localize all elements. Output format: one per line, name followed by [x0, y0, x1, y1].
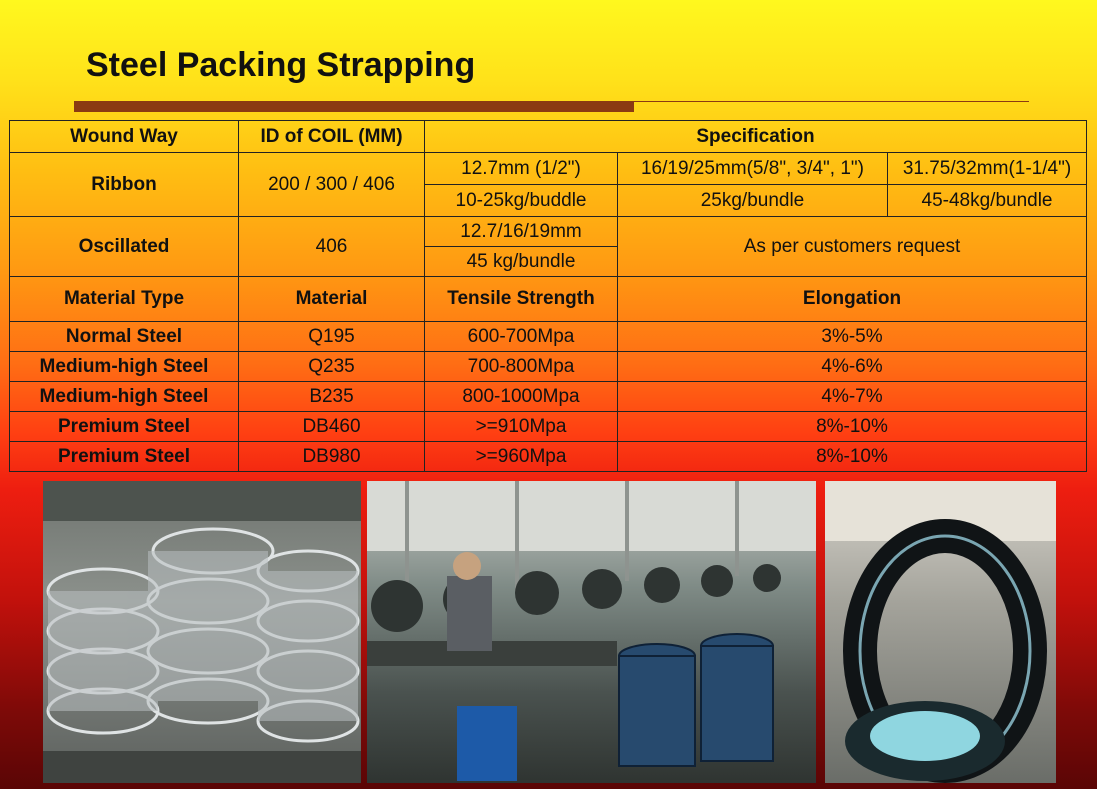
header-material: Material	[238, 276, 425, 322]
header-material-type: Material Type	[9, 276, 239, 322]
header-id-of-coil: ID of COIL (MM)	[238, 120, 425, 153]
material-type-cell: Medium-high Steel	[9, 381, 239, 412]
material-cell: B235	[238, 381, 425, 412]
material-cell: DB980	[238, 441, 425, 472]
material-cell: Q195	[238, 321, 425, 352]
elongation-cell: 4%-6%	[617, 351, 1087, 382]
material-cell: DB460	[238, 411, 425, 442]
header-elongation: Elongation	[617, 276, 1087, 322]
ribbon-size-1: 12.7mm (1/2")	[424, 152, 618, 185]
table-row: Premium Steel DB460 >=910Mpa 8%-10%	[9, 411, 1087, 442]
ribbon-weight-3: 45-48kg/bundle	[887, 184, 1087, 217]
elongation-cell: 4%-7%	[617, 381, 1087, 412]
ribbon-weight-1: 10-25kg/buddle	[424, 184, 618, 217]
elongation-cell: 8%-10%	[617, 441, 1087, 472]
oscillated-id: 406	[238, 216, 425, 277]
header-tensile-strength: Tensile Strength	[424, 276, 618, 322]
ribbon-weight-2: 25kg/bundle	[617, 184, 888, 217]
oscillated-size: 12.7/16/19mm	[424, 216, 618, 247]
ribbon-label: Ribbon	[9, 152, 239, 217]
title-underline-thick	[74, 101, 634, 112]
ribbon-id: 200 / 300 / 406	[238, 152, 425, 217]
spec-table: Wound Way ID of COIL (MM) Specification …	[9, 120, 1087, 472]
title-underline-thin	[634, 101, 1029, 102]
elongation-cell: 8%-10%	[617, 411, 1087, 442]
material-type-cell: Premium Steel	[9, 411, 239, 442]
table-row: Normal Steel Q195 600-700Mpa 3%-5%	[9, 321, 1087, 352]
oscillated-size-row: Oscillated 406 12.7/16/19mm As per custo…	[9, 216, 1087, 277]
oscillated-note: As per customers request	[617, 216, 1087, 277]
elongation-cell: 3%-5%	[617, 321, 1087, 352]
tensile-cell: 800-1000Mpa	[424, 381, 618, 412]
tensile-cell: >=960Mpa	[424, 441, 618, 472]
material-type-cell: Normal Steel	[9, 321, 239, 352]
table-row: Medium-high Steel B235 800-1000Mpa 4%-7%	[9, 381, 1087, 412]
oscillated-weight: 45 kg/bundle	[424, 246, 618, 277]
material-type-cell: Premium Steel	[9, 441, 239, 472]
tensile-cell: >=910Mpa	[424, 411, 618, 442]
photo-factory-workshop	[367, 481, 816, 783]
tensile-cell: 700-800Mpa	[424, 351, 618, 382]
ribbon-weight-row: 10-25kg/buddle 25kg/bundle 45-48kg/bundl…	[10, 184, 1087, 217]
table-row: Medium-high Steel Q235 700-800Mpa 4%-6%	[9, 351, 1087, 382]
material-header-row: Material Type Material Tensile Strength …	[9, 276, 1087, 322]
page-title: Steel Packing Strapping	[86, 46, 476, 84]
ribbon-size-row: Ribbon 200 / 300 / 406 12.7mm (1/2") 16/…	[9, 152, 1087, 217]
table-row: Premium Steel DB980 >=960Mpa 8%-10%	[9, 441, 1087, 472]
ribbon-size-2: 16/19/25mm(5/8", 3/4", 1")	[617, 152, 888, 185]
spec-header-row: Wound Way ID of COIL (MM) Specification	[9, 120, 1087, 153]
material-type-cell: Medium-high Steel	[9, 351, 239, 382]
header-specification: Specification	[424, 120, 1087, 153]
tensile-cell: 600-700Mpa	[424, 321, 618, 352]
oscillated-weight-row: 45 kg/bundle	[10, 246, 1087, 277]
header-wound-way: Wound Way	[9, 120, 239, 153]
ribbon-size-3: 31.75/32mm(1-1/4")	[887, 152, 1087, 185]
material-cell: Q235	[238, 351, 425, 382]
photo-black-steel-strapping-coil	[825, 481, 1056, 783]
oscillated-label: Oscillated	[9, 216, 239, 277]
photo-stacked-steel-coils	[43, 481, 361, 783]
